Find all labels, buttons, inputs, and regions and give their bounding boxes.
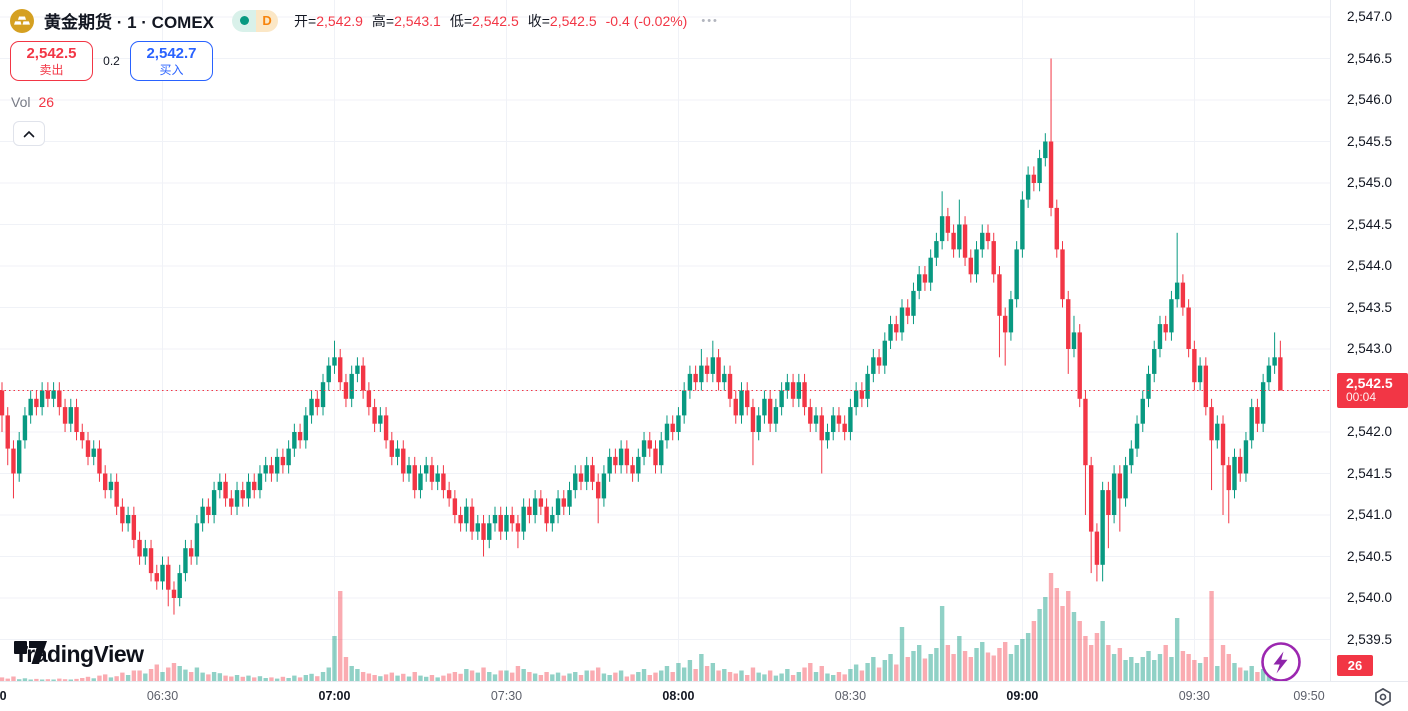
time-tick-label: 09:50 (1293, 689, 1325, 703)
time-tick-label: 08:30 (834, 689, 867, 703)
price-tick-label: 2,539.5 (1347, 631, 1393, 647)
buy-label: 买入 (159, 63, 184, 77)
chart-settings-button[interactable] (1372, 686, 1394, 708)
volume-label: Vol (11, 94, 31, 110)
price-tick-label: 2,544.5 (1347, 216, 1393, 232)
boost-button[interactable] (1259, 640, 1303, 681)
price-tick-label: 2,544.0 (1347, 258, 1393, 273)
buy-button[interactable]: 2,542.7 买入 (130, 41, 213, 81)
high-value: 2,543.1 (394, 12, 441, 29)
sell-label: 卖出 (39, 63, 64, 77)
ohlc-readout: 开=2,542.9 高=2,543.1 低=2,542.5 收=2,542.5 … (294, 12, 688, 29)
low-value: 2,542.5 (472, 12, 519, 29)
volume-value: 26 (38, 94, 55, 110)
chevron-up-icon (23, 130, 35, 137)
close-value: 2,542.5 (549, 12, 597, 29)
low-label: 低 (449, 12, 464, 29)
collapse-legend-button[interactable] (13, 121, 45, 146)
time-tick-label: 08:00 (662, 689, 695, 703)
interval-badge-label: D (256, 9, 279, 32)
time-tick-label: 06:30 (146, 689, 179, 703)
price-tick-label: 2,540.0 (1347, 590, 1393, 605)
close-label: 收 (527, 12, 542, 29)
buy-price: 2,542.7 (146, 45, 197, 62)
last-price-label: 2,542.5 00:04 (1337, 373, 1408, 408)
price-tick-label: 2,545.5 (1347, 133, 1393, 149)
time-tick-label: 09:00 (1006, 689, 1039, 703)
high-label: 高 (371, 12, 386, 29)
lightning-icon (1261, 642, 1301, 681)
tradingview-logo[interactable]: TradingView (14, 641, 144, 668)
time-axis[interactable]: 06:00 06:30 07:00 07:30 08:00 08:30 09:00 09:30… (0, 681, 1408, 711)
time-tick-label: 06:00 (0, 689, 7, 703)
interval-badge[interactable]: D (232, 9, 279, 32)
price-tick-label: 2,540.5 (1347, 548, 1393, 564)
price-tick-label: 2,542.0 (1347, 424, 1393, 439)
price-tick-label: 2,543.5 (1347, 299, 1393, 315)
time-tick-label: 07:30 (490, 689, 523, 703)
gold-symbol-icon (10, 8, 34, 33)
bar-countdown: 00:04 (1346, 390, 1377, 405)
price-tick-label: 2,547.0 (1347, 9, 1393, 24)
symbol-title[interactable]: 黄金期货 · 1 · COMEX (44, 13, 215, 32)
price-tick-label: 2,545.0 (1347, 175, 1393, 190)
volume-legend: Vol 26 (11, 94, 54, 110)
price-tick-label: 2,543.0 (1347, 341, 1393, 356)
spread-value: 0.2 (103, 54, 120, 68)
price-tick-label: 2,541.0 (1347, 507, 1393, 522)
price-axis[interactable]: 2,547.0 2,546.5 2,546.0 2,545.5 2,545.0 2,544… (1330, 0, 1408, 681)
price-tick-label: 2,541.5 (1347, 465, 1393, 481)
trade-buttons-row: 2,542.5 卖出 0.2 2,542.7 买入 (10, 41, 213, 81)
status-dot-icon (232, 9, 257, 32)
time-tick-label: 09:30 (1178, 689, 1210, 703)
chart-legend-header: 黄金期货 · 1 · COMEX D 开=2,542.9 高=2,543.1 低… (10, 8, 719, 33)
sell-button[interactable]: 2,542.5 卖出 (10, 41, 93, 81)
open-label: 开 (294, 12, 309, 29)
price-tick-label: 2,546.0 (1347, 92, 1393, 107)
last-price-value: 2,542.5 (1346, 375, 1393, 391)
change-value: -0.4 (-0.02%) (605, 12, 688, 29)
more-options-icon[interactable]: ••• (701, 14, 719, 27)
hexagon-settings-icon (1375, 688, 1391, 706)
volume-value-badge: 26 (1337, 655, 1373, 676)
candlestick-chart-area[interactable]: TradingView (0, 0, 1330, 681)
candlestick-chart-svg (0, 0, 1330, 681)
tradingview-logo-mark-icon (14, 641, 47, 664)
time-tick-label: 07:00 (318, 689, 351, 703)
open-value: 2,542.9 (316, 12, 363, 29)
sell-price: 2,542.5 (26, 45, 77, 62)
price-tick-label: 2,546.5 (1347, 50, 1393, 66)
